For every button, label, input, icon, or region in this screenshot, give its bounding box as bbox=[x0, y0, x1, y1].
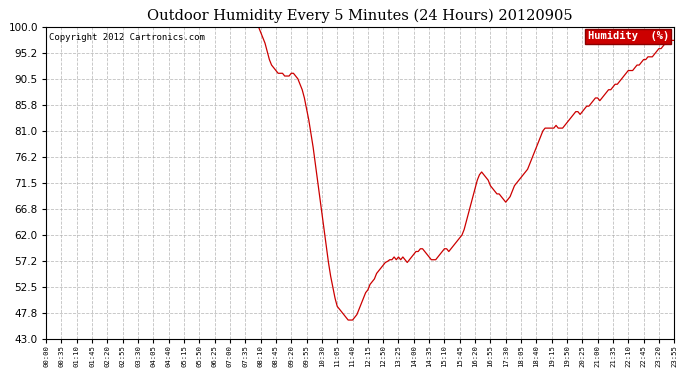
Text: Copyright 2012 Cartronics.com: Copyright 2012 Cartronics.com bbox=[49, 33, 205, 42]
Title: Outdoor Humidity Every 5 Minutes (24 Hours) 20120905: Outdoor Humidity Every 5 Minutes (24 Hou… bbox=[148, 8, 573, 23]
Text: Humidity  (%): Humidity (%) bbox=[588, 32, 669, 41]
